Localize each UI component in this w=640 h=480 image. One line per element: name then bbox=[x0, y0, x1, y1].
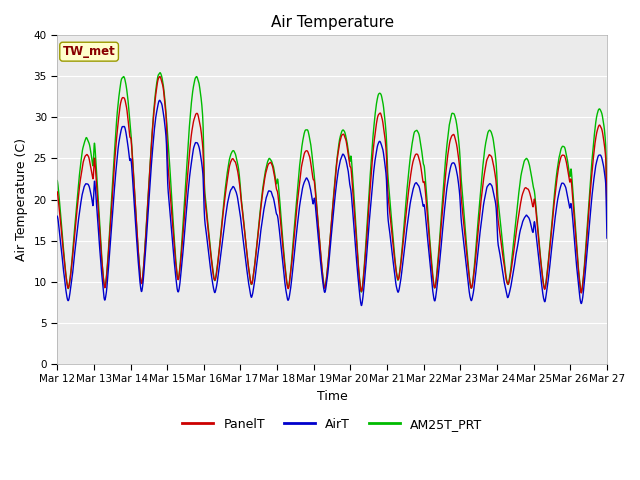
Text: TW_met: TW_met bbox=[63, 45, 115, 58]
Legend: PanelT, AirT, AM25T_PRT: PanelT, AirT, AM25T_PRT bbox=[177, 413, 487, 436]
Title: Air Temperature: Air Temperature bbox=[271, 15, 394, 30]
X-axis label: Time: Time bbox=[317, 390, 348, 403]
Y-axis label: Air Temperature (C): Air Temperature (C) bbox=[15, 138, 28, 261]
